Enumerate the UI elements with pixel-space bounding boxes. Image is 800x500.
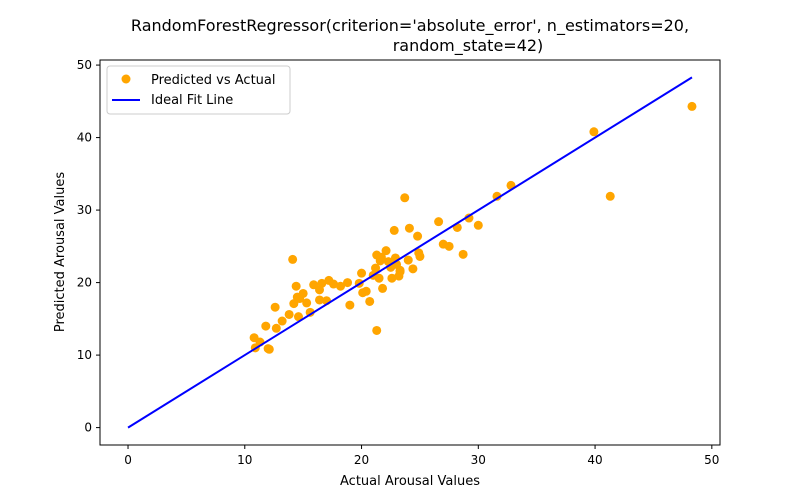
x-tick-label: 40: [587, 453, 602, 467]
data-point: [261, 321, 271, 331]
data-point: [298, 288, 308, 298]
y-tick-label: 30: [77, 203, 92, 217]
data-point: [395, 267, 405, 277]
data-point: [589, 127, 599, 137]
data-point: [376, 252, 386, 262]
y-tick-label: 40: [77, 131, 92, 145]
data-point: [464, 213, 474, 223]
data-point: [492, 191, 502, 201]
data-point: [271, 323, 281, 333]
data-point: [687, 101, 697, 111]
legend-label-line: Ideal Fit Line: [151, 93, 233, 108]
data-point: [305, 307, 315, 317]
ideal-fit-line: [127, 76, 693, 429]
legend: Predicted vs Actual Ideal Fit Line: [106, 65, 291, 115]
data-point: [288, 254, 298, 264]
x-tick-label: 20: [354, 453, 369, 467]
chart-title-line-1: RandomForestRegressor(criterion='absolut…: [131, 16, 689, 36]
data-point: [389, 225, 399, 235]
y-tick-label: 50: [77, 58, 92, 72]
data-point: [444, 241, 454, 251]
data-point: [270, 302, 280, 312]
x-tick-label: 10: [237, 453, 252, 467]
y-tick-label: 0: [84, 421, 92, 435]
legend-frame: [106, 65, 291, 115]
chart-title-line-2: random_state=42): [393, 36, 544, 56]
data-point: [378, 283, 388, 293]
y-tick-label: 10: [77, 348, 92, 362]
data-point: [413, 231, 423, 241]
data-point: [374, 273, 384, 283]
data-point: [291, 281, 301, 291]
data-point: [458, 249, 468, 259]
data-point: [408, 264, 418, 274]
data-point: [277, 316, 287, 326]
data-point: [293, 312, 303, 322]
legend-label-points: Predicted vs Actual: [151, 73, 275, 88]
data-point: [343, 278, 353, 288]
data-point: [473, 220, 483, 230]
data-point: [365, 296, 375, 306]
data-point: [605, 191, 615, 201]
data-point: [387, 273, 397, 283]
data-point: [264, 344, 274, 354]
data-point: [329, 279, 339, 289]
data-point: [315, 295, 325, 305]
data-point: [309, 280, 319, 290]
data-point: [403, 255, 413, 265]
data-point: [336, 281, 346, 291]
axis-ticks: 0 10 20 30 40 50 0 10 20 30 40 50: [77, 58, 720, 467]
data-point: [400, 193, 410, 203]
x-tick-label: 50: [704, 453, 719, 467]
data-point: [434, 217, 444, 227]
x-axis-label: Actual Arousal Values: [340, 474, 480, 489]
data-point: [371, 263, 381, 273]
data-point: [345, 300, 355, 310]
data-point: [372, 325, 382, 335]
data-point: [404, 223, 414, 233]
data-point: [415, 251, 425, 261]
data-point: [381, 246, 391, 256]
plot-frame: [99, 59, 721, 446]
y-tick-label: 20: [77, 276, 92, 290]
data-point: [361, 286, 371, 296]
data-point: [357, 268, 367, 278]
ideal-fit-line-group: [127, 76, 693, 429]
scatter-points: [249, 101, 697, 354]
data-point: [302, 298, 312, 308]
data-point: [317, 278, 327, 288]
legend-marker-points: [121, 74, 131, 84]
data-point: [284, 309, 294, 319]
x-tick-label: 30: [471, 453, 486, 467]
y-axis-label: Predicted Arousal Values: [53, 172, 68, 332]
x-tick-label: 0: [124, 453, 132, 467]
